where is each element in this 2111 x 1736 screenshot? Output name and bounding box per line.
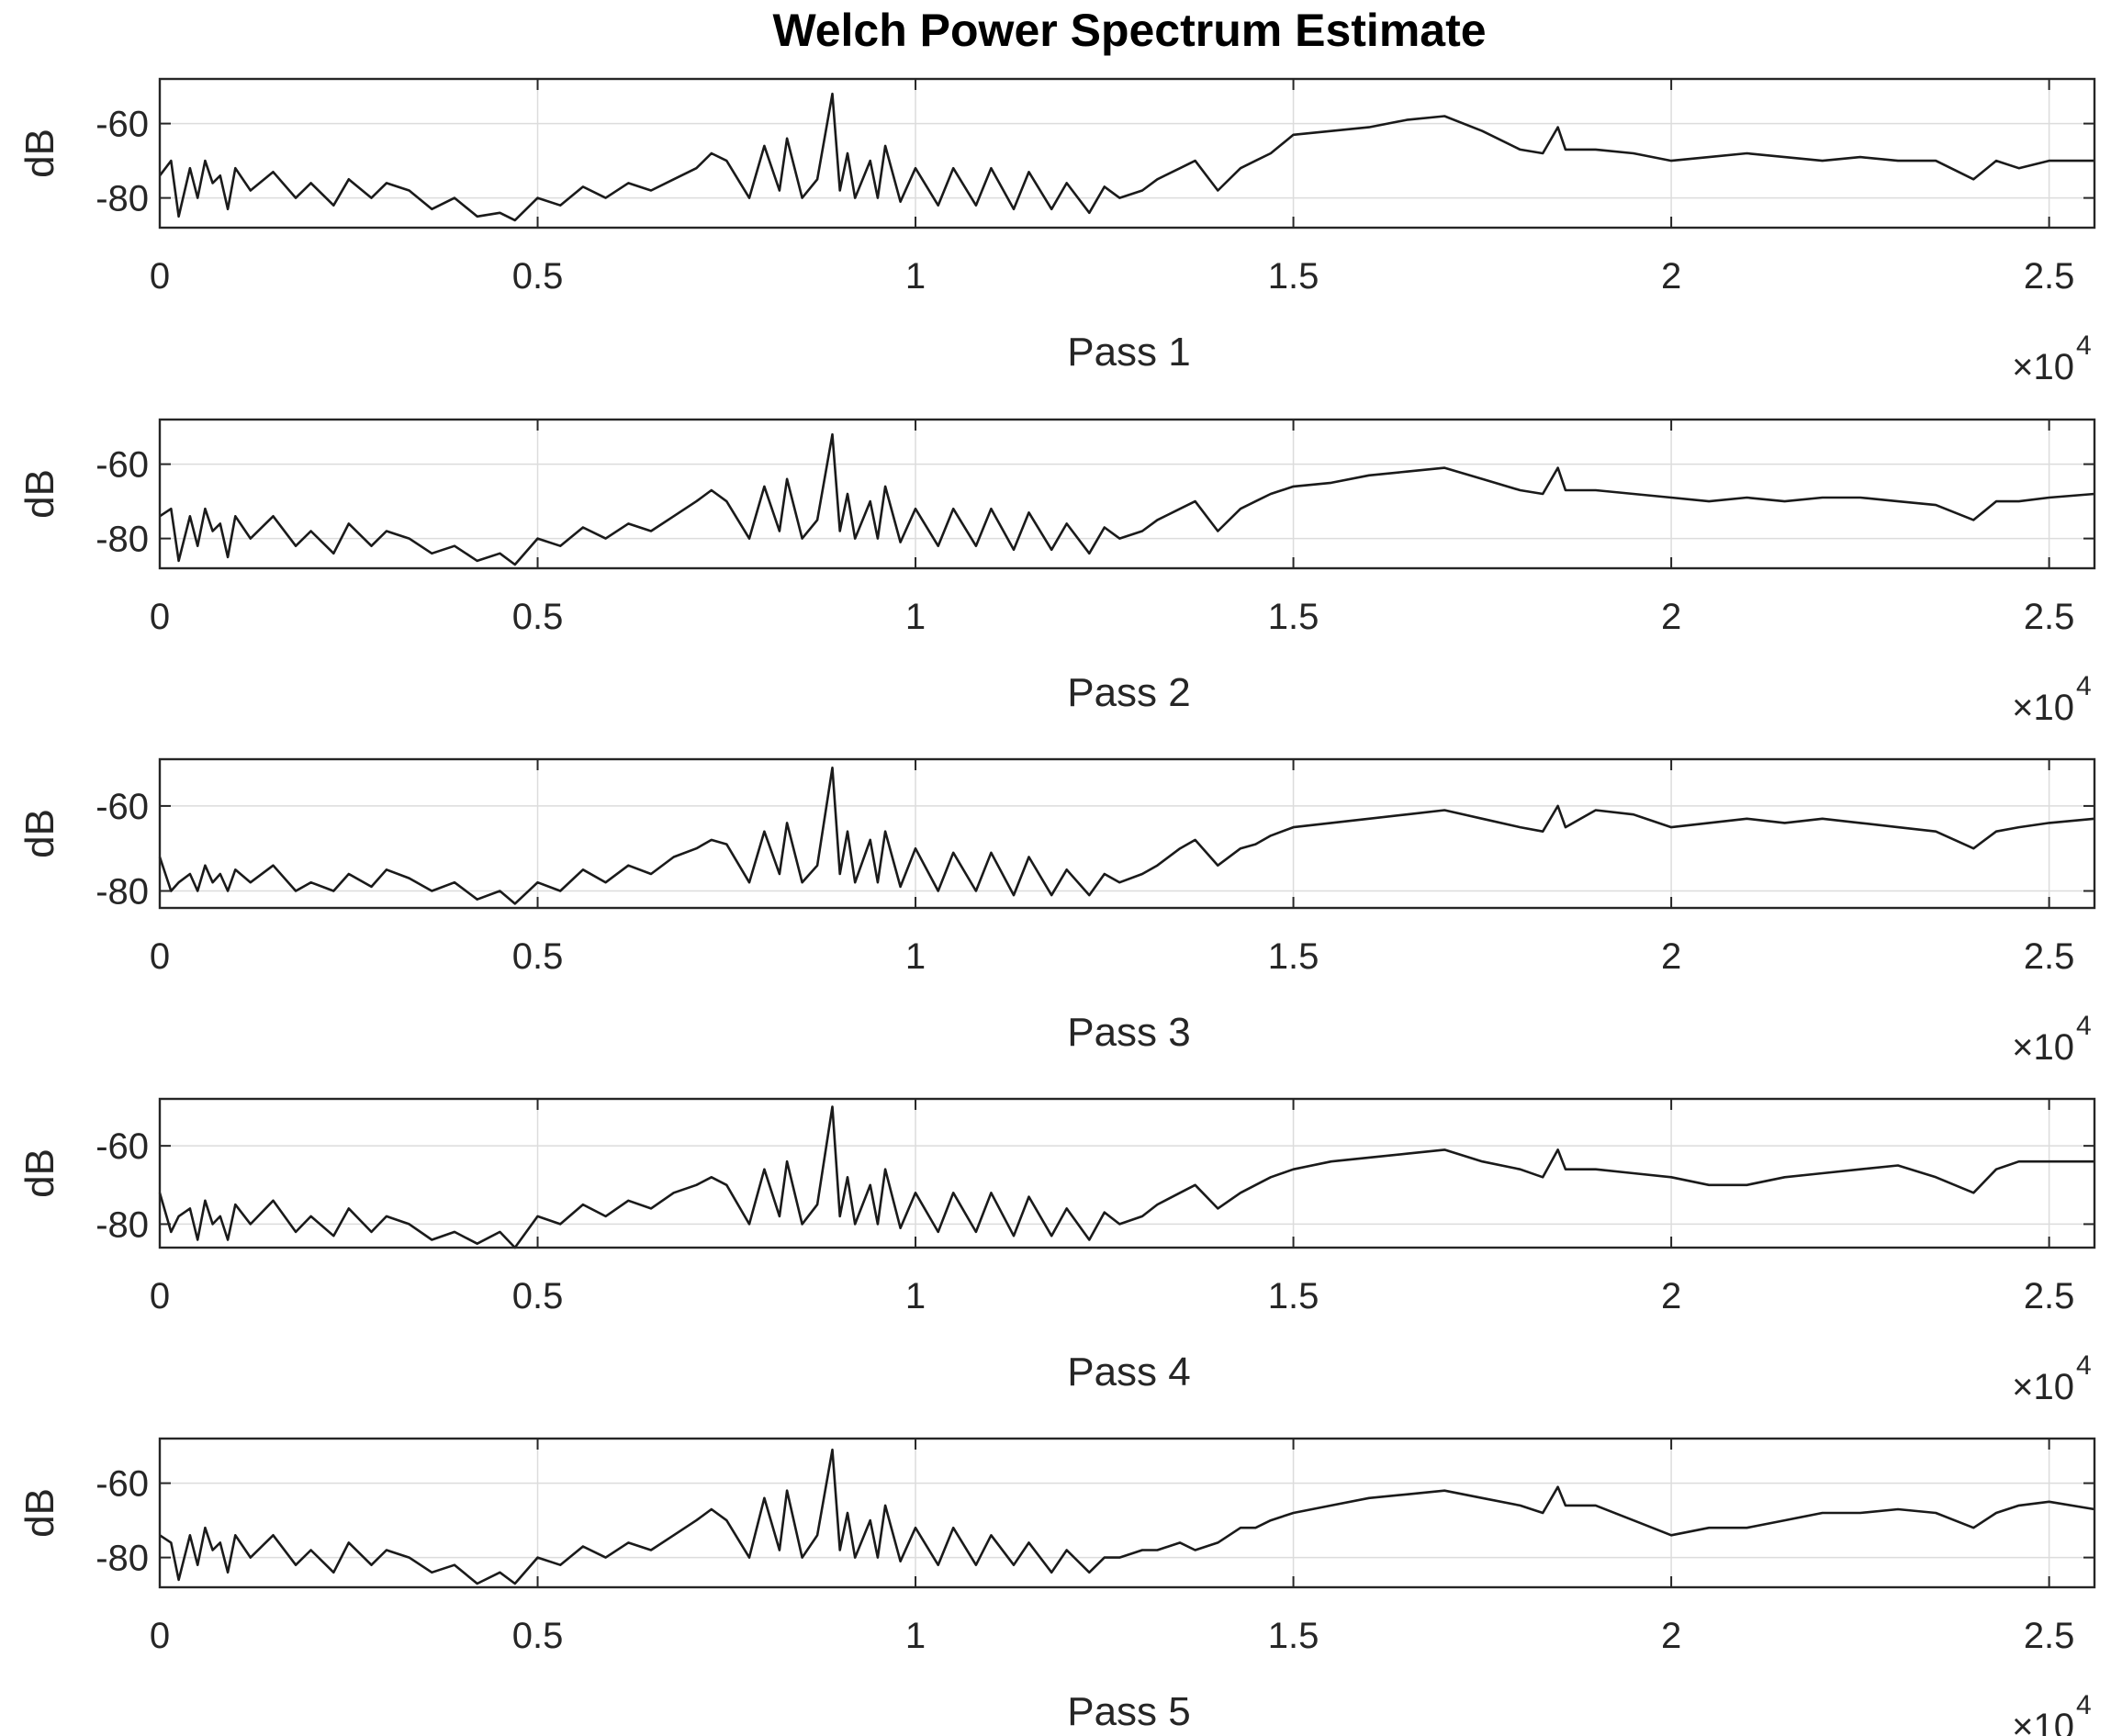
x-tick-label: 2	[1661, 256, 1681, 297]
x-tick-label: 1	[905, 936, 926, 977]
y-tick-label: -60	[95, 445, 149, 486]
x-tick-label: 1.5	[1268, 936, 1319, 977]
y-axis-label: dB	[17, 1148, 62, 1198]
y-axis-label: dB	[17, 809, 62, 858]
x-exponent-power: 4	[2076, 330, 2092, 361]
x-exponent-label: ×10	[2012, 347, 2074, 387]
x-tick-label: 0	[150, 936, 170, 977]
spectrum-trace	[158, 1105, 2094, 1249]
axes-box	[158, 1437, 2096, 1589]
y-axis-label: dB	[17, 129, 62, 178]
x-tick-label: 0.5	[512, 597, 564, 637]
x-tick-label: 1	[905, 256, 926, 297]
y-tick-label: -60	[95, 1126, 149, 1167]
x-tick-label: 1	[905, 1276, 926, 1316]
x-exponent-power: 4	[2076, 1690, 2092, 1720]
y-tick-label: -60	[95, 787, 149, 827]
x-exponent-power: 4	[2076, 671, 2092, 701]
x-axis-label: Pass 1	[1067, 330, 1191, 375]
y-tick-label: -80	[95, 1539, 149, 1579]
x-tick-label: 2	[1661, 597, 1681, 637]
x-tick-label: 2	[1661, 1616, 1681, 1656]
x-tick-label: 2	[1661, 936, 1681, 977]
x-axis-label: Pass 3	[1067, 1010, 1191, 1055]
x-tick-label: 2.5	[2024, 1276, 2075, 1316]
x-axis-label: Pass 2	[1067, 670, 1191, 715]
x-tick-label: 2.5	[2024, 597, 2075, 637]
x-exponent-label: ×10	[2012, 1367, 2074, 1407]
x-axis-label: Pass 5	[1067, 1689, 1191, 1734]
x-exponent-label: ×10	[2012, 1027, 2074, 1068]
x-tick-label: 0	[150, 1616, 170, 1656]
x-tick-label: 0	[150, 597, 170, 637]
x-tick-label: 0.5	[512, 936, 564, 977]
x-tick-label: 2.5	[2024, 256, 2075, 297]
subplot-pass-4: 0 0.5 1 1.5 2 2.5 -80 -60 dB Pass 4 ×104	[17, 1097, 2096, 1407]
spectrum-trace	[158, 92, 2094, 222]
subplot-pass-2: 0 0.5 1 1.5 2 2.5 -80 -60 dB Pass 2 ×104	[17, 418, 2096, 728]
x-tick-label: 1.5	[1268, 597, 1319, 637]
x-tick-label: 1.5	[1268, 256, 1319, 297]
x-tick-label: 0	[150, 1276, 170, 1316]
subplot-pass-1: 0 0.5 1 1.5 2 2.5 -80 -60 dB Pass 1 ×104	[17, 77, 2096, 387]
plot-area	[160, 79, 2094, 228]
plot-area	[160, 1099, 2094, 1248]
x-axis-label: Pass 4	[1067, 1350, 1191, 1394]
spectrum-trace	[159, 1448, 2095, 1585]
x-tick-label: 0	[150, 256, 170, 297]
x-tick-label: 0.5	[512, 256, 564, 297]
x-exponent-power: 4	[2076, 1350, 2092, 1381]
x-tick-label: 2.5	[2024, 1616, 2075, 1656]
y-tick-label: -80	[95, 520, 149, 560]
plot-area	[160, 1439, 2094, 1587]
y-tick-label: -80	[95, 871, 149, 912]
spectrum-trace	[159, 432, 2095, 566]
axes-box	[158, 757, 2096, 910]
axes-box	[158, 77, 2096, 230]
x-tick-label: 1	[905, 1616, 926, 1656]
y-tick-label: -80	[95, 1204, 149, 1245]
x-exponent-power: 4	[2076, 1011, 2092, 1041]
y-tick-label: -60	[95, 105, 149, 145]
x-tick-label: 1.5	[1268, 1276, 1319, 1316]
plot-area	[160, 420, 2094, 568]
subplot-pass-5: 0 0.5 1 1.5 2 2.5 -80 -60 dB Pass 5 ×104	[17, 1437, 2096, 1736]
x-tick-label: 0.5	[512, 1276, 564, 1316]
subplot-pass-3: 0 0.5 1 1.5 2 2.5 -80 -60 dB Pass 3 ×104	[17, 757, 2096, 1068]
spectrum-trace	[158, 767, 2095, 905]
x-tick-label: 2	[1661, 1276, 1681, 1316]
figure-title: Welch Power Spectrum Estimate	[772, 5, 1486, 56]
plot-area	[160, 759, 2094, 908]
x-exponent-label: ×10	[2012, 688, 2074, 728]
x-tick-label: 1	[905, 597, 926, 637]
x-exponent-label: ×10	[2012, 1707, 2074, 1736]
x-tick-label: 2.5	[2024, 936, 2075, 977]
y-tick-label: -80	[95, 179, 149, 219]
axes-box	[158, 418, 2096, 570]
y-axis-label: dB	[17, 1488, 62, 1538]
y-tick-label: -60	[95, 1464, 149, 1505]
y-axis-label: dB	[17, 469, 62, 519]
x-tick-label: 0.5	[512, 1616, 564, 1656]
x-tick-label: 1.5	[1268, 1616, 1319, 1656]
axes-box	[158, 1097, 2096, 1249]
